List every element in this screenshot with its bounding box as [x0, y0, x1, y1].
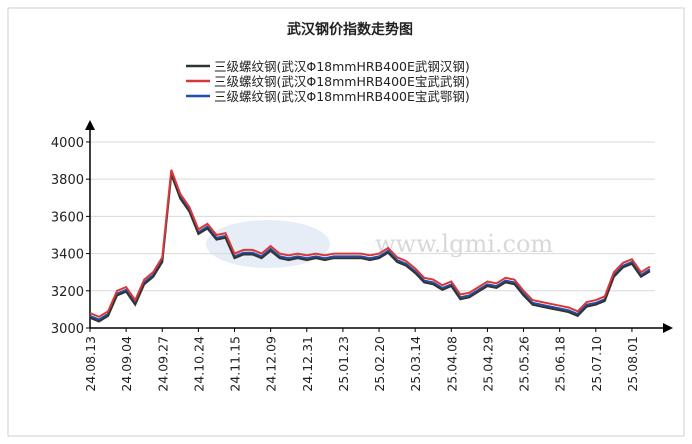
- x-tick-label: 24.12.31: [300, 336, 315, 392]
- y-tick-label: 3800: [51, 173, 84, 188]
- x-tick-label: 25.06.18: [553, 336, 568, 392]
- y-tick-label: 3000: [51, 322, 84, 337]
- chart-frame: [7, 7, 685, 437]
- x-tick-label: 24.10.24: [191, 336, 206, 392]
- legend-label: 三级螺纹钢(武汉Φ18mmHRB400E宝武武钢): [214, 74, 470, 89]
- y-tick-label: 3400: [51, 248, 84, 263]
- x-tick-label: 24.09.27: [155, 336, 170, 392]
- y-tick-label: 4000: [51, 136, 84, 151]
- x-tick-label: 24.09.04: [119, 336, 134, 392]
- x-tick-label: 25.04.08: [444, 336, 459, 392]
- x-tick-label: 25.02.20: [372, 336, 387, 392]
- series-line: [89, 174, 651, 323]
- y-axis-arrow: [85, 120, 95, 130]
- legend-label: 三级螺纹钢(武汉Φ18mmHRB400E宝武鄂钢): [214, 89, 470, 104]
- x-tick-label: 25.05.26: [517, 336, 532, 392]
- x-axis-arrow: [663, 323, 673, 333]
- x-tick-label: 25.04.29: [480, 336, 495, 392]
- chart-title: 武汉钢价指数走势图: [287, 21, 413, 38]
- x-tick-label: 24.08.13: [83, 336, 98, 392]
- legend-label: 三级螺纹钢(武汉Φ18mmHRB400E武钢汉钢): [214, 59, 470, 74]
- x-tick-label: 24.11.15: [228, 336, 243, 392]
- series-line: [89, 172, 651, 321]
- watermark-logo: [206, 220, 330, 268]
- y-tick-label: 3600: [51, 210, 84, 225]
- x-tick-label: 25.03.14: [408, 336, 423, 392]
- x-tick-label: 24.12.09: [264, 336, 279, 392]
- x-tick-label: 25.08.01: [625, 336, 640, 392]
- y-tick-label: 3200: [51, 285, 84, 300]
- x-tick-label: 25.07.10: [589, 336, 604, 392]
- series-line: [89, 169, 651, 318]
- x-tick-label: 25.01.23: [336, 336, 351, 392]
